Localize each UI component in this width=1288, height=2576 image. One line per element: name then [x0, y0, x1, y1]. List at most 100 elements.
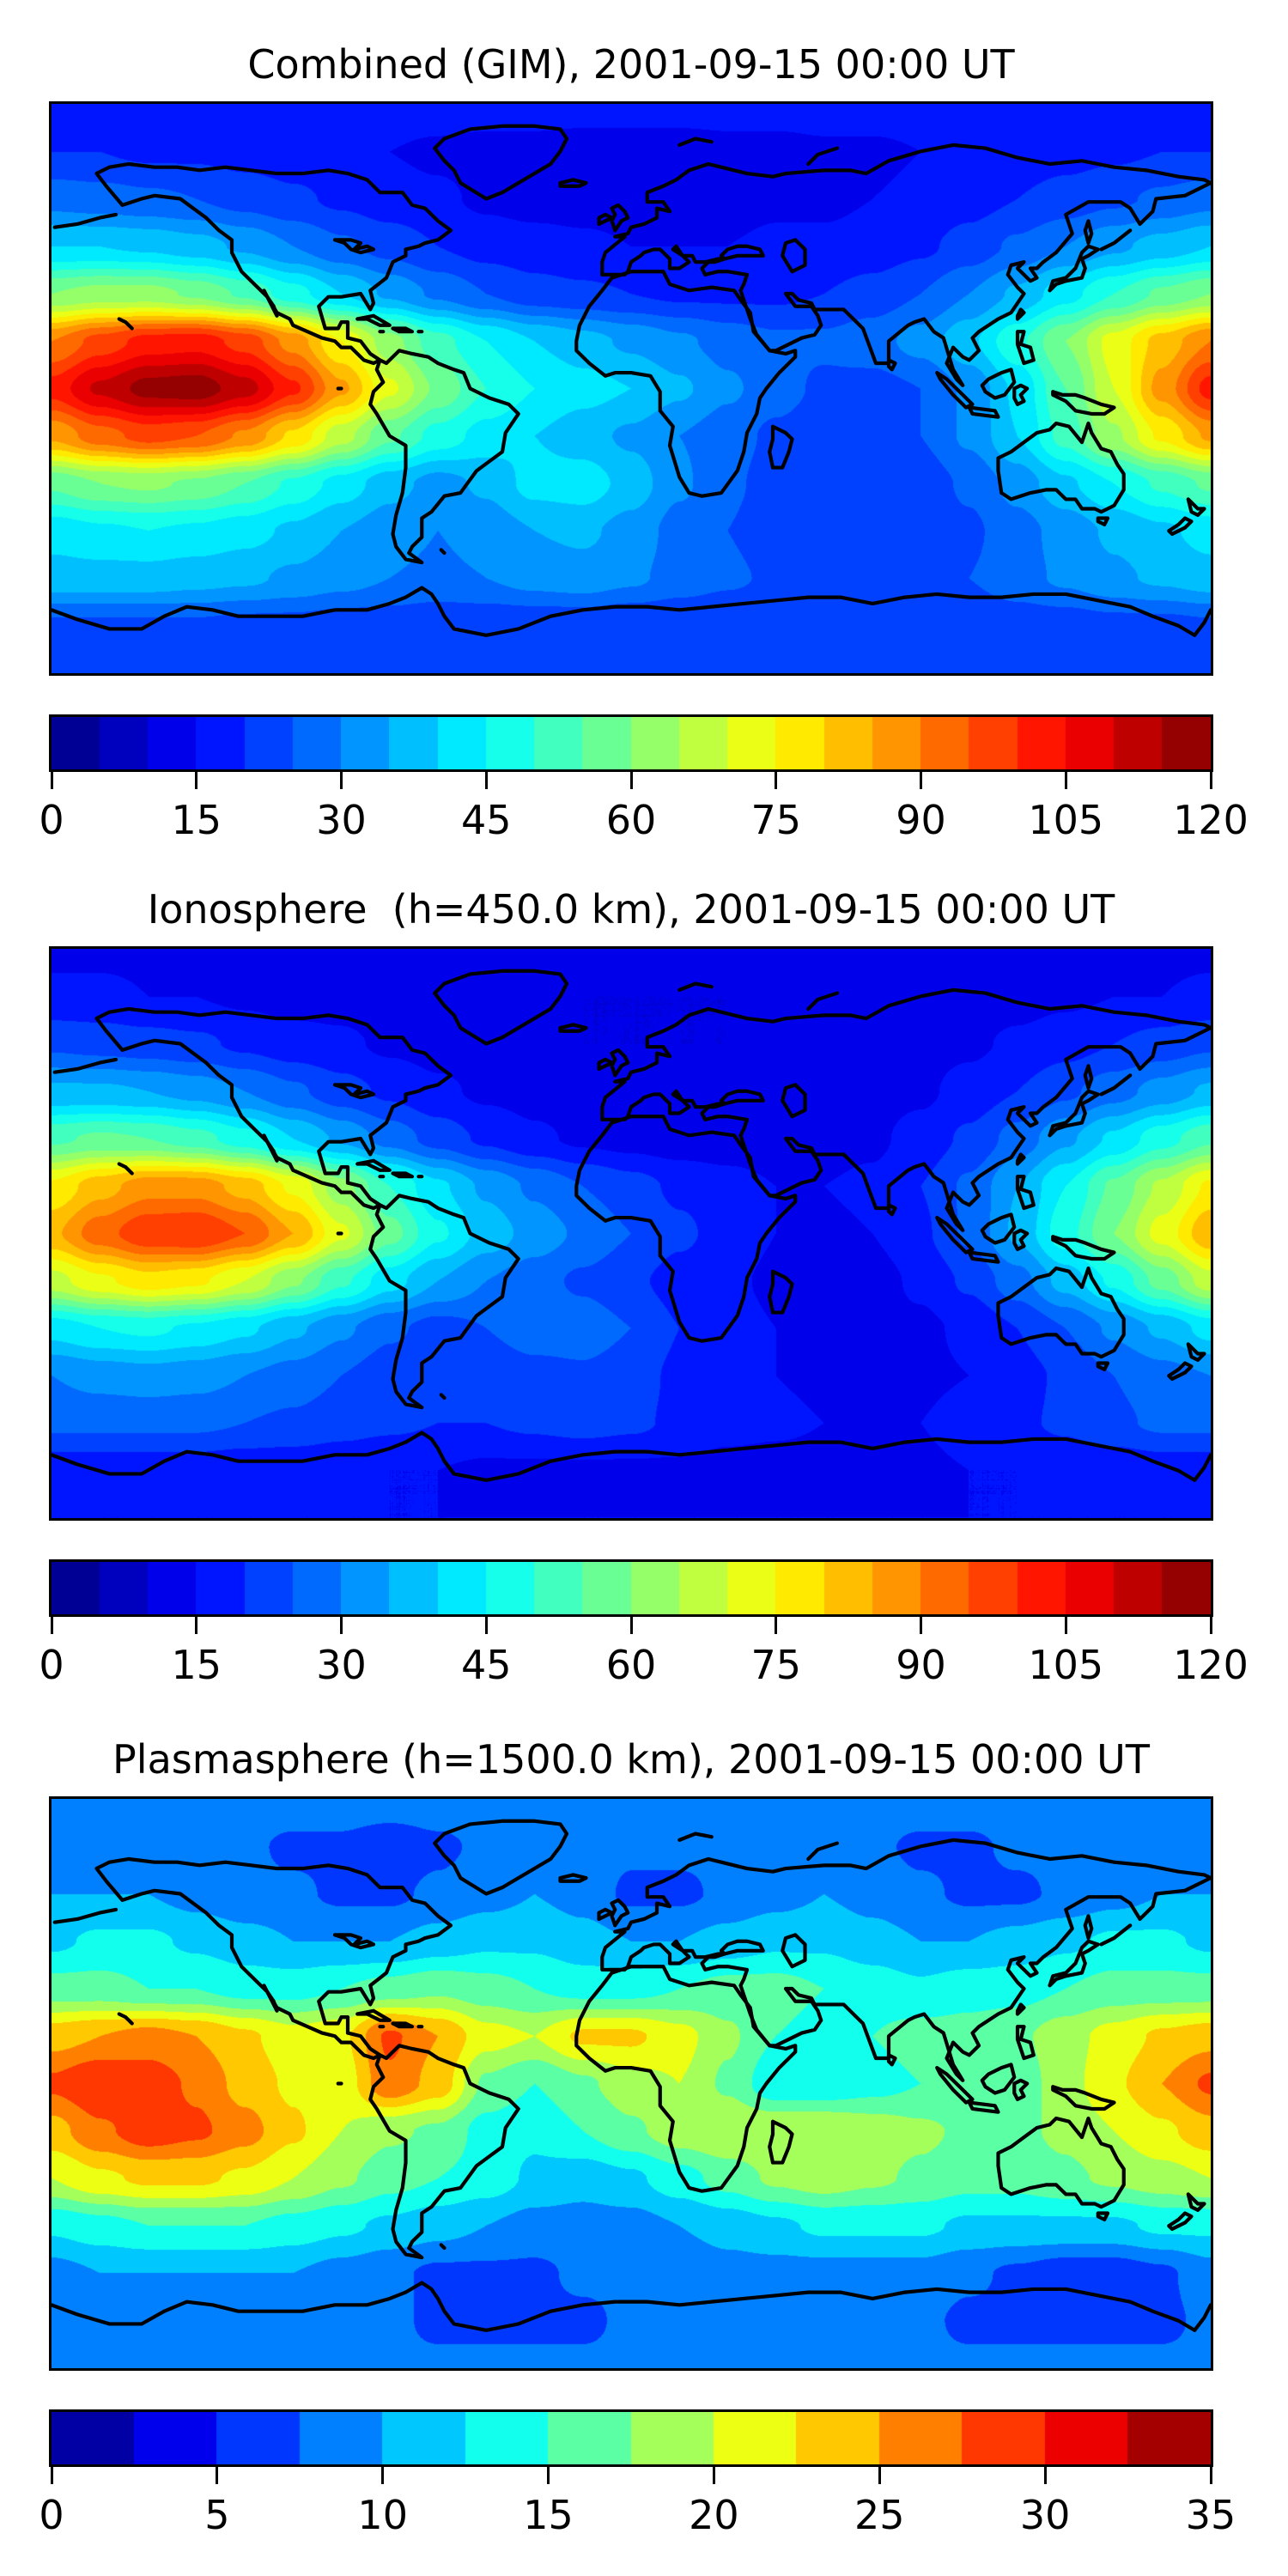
colorbar-ticks: 0 5 10 15 20 25 30 35	[39, 2490, 1236, 2543]
coastline-path	[264, 1985, 277, 2010]
coastline-path	[1050, 1941, 1098, 1986]
colorbar-ticks: 0 15 30 45 60 75 90 105 120	[39, 1640, 1249, 1693]
colorbar-tick-label: 15	[523, 2492, 574, 2538]
coastline-path	[808, 149, 837, 164]
coastline-path	[576, 1966, 795, 2191]
colorbar-tick	[547, 2467, 550, 2484]
colorbar-tick	[1043, 2467, 1047, 2484]
coastline-path	[1098, 1364, 1108, 1370]
coastline-path	[1102, 230, 1131, 249]
coastline-path	[55, 215, 116, 228]
colorbar-tick-label: 30	[316, 797, 367, 843]
coastline-path	[1098, 2214, 1108, 2220]
coastline-path	[599, 1910, 612, 1919]
colorbar-tick-label: 45	[460, 1642, 512, 1688]
colorbar-tick-label: 90	[896, 1642, 946, 1688]
coastline-path	[1018, 309, 1024, 319]
colorbar-canvas	[52, 2412, 1211, 2464]
coastline-path	[1050, 246, 1098, 291]
colorbar-tick-label: 30	[316, 1642, 367, 1688]
coastline-path	[599, 1060, 612, 1069]
coastline-path	[119, 319, 132, 328]
colorbar-tick-label: 5	[204, 2492, 230, 2538]
coastline-path	[721, 1941, 763, 1954]
coastline-path	[1018, 331, 1034, 363]
coastline-path	[721, 1091, 763, 1104]
coastline-path	[612, 205, 629, 230]
coastline-path	[982, 2064, 1015, 2093]
colorbar-tick	[1209, 772, 1212, 789]
coastlines-overlay	[52, 104, 1211, 673]
colorbar-tick	[340, 1617, 343, 1634]
coastline-path	[1014, 2081, 1027, 2099]
coastline-path	[441, 550, 445, 553]
coastline-path	[889, 360, 896, 369]
coastline-path	[561, 179, 586, 185]
colorbar-tick	[920, 772, 922, 789]
coastline-path	[393, 1174, 413, 1177]
coastline-path	[434, 126, 567, 199]
colorbar-tick-label: 35	[1185, 2492, 1236, 2538]
coastline-path	[393, 329, 413, 332]
coastline-path	[434, 1821, 567, 1894]
coastline-path	[602, 1840, 1211, 2081]
coastline-path	[1018, 1154, 1024, 1163]
coastline-path	[1188, 499, 1205, 514]
colorbar-tickmarks	[49, 1617, 1213, 1637]
coastline-path	[264, 1135, 277, 1160]
figure-title-combined-gim: Combined (GIM), 2001-09-15 00:00 UT	[247, 41, 1015, 88]
coastline-path	[1050, 1091, 1098, 1136]
colorbar-tick	[712, 2467, 715, 2484]
coastline-path	[782, 1935, 805, 1966]
coastline-path	[1018, 2004, 1024, 2014]
coastline-path	[679, 984, 712, 990]
coastline-path	[1085, 1916, 1092, 1938]
coastline-path	[769, 1272, 792, 1313]
coastline-path	[357, 1161, 390, 1170]
figure-combined-gim: Combined (GIM), 2001-09-15 00:00 UT 0 15 3…	[0, 41, 1288, 887]
colorbar-tick	[1209, 2467, 1212, 2484]
coastline-path	[335, 240, 374, 252]
coastline-path	[55, 1060, 116, 1072]
coastline-path	[561, 1024, 586, 1030]
colorbar-tick	[195, 772, 198, 789]
colorbar-tick	[50, 2467, 53, 2484]
coastline-path	[393, 2024, 413, 2027]
coastline-path	[1169, 519, 1191, 534]
colorbar-combined-gim	[49, 714, 1213, 772]
coastline-path	[441, 1394, 445, 1398]
coastline-path	[370, 1195, 519, 1407]
coastline-path	[969, 1253, 999, 1262]
coastline-path	[52, 1433, 1211, 1480]
coastline-path	[1085, 221, 1092, 243]
colorbar-tick	[775, 1617, 778, 1634]
figure-title-plasmasphere: Plasmasphere (h=1500.0 km), 2001-09-15 0…	[112, 1736, 1150, 1783]
figure-plasmasphere: Plasmasphere (h=1500.0 km), 2001-09-15 0…	[0, 1736, 1288, 2576]
colorbar-tick	[629, 772, 633, 789]
colorbar-tick-label: 60	[605, 1642, 657, 1688]
coastline-path	[55, 1910, 116, 1923]
coastline-path	[1188, 2194, 1205, 2209]
colorbar-tickmarks	[49, 2467, 1213, 2488]
coastline-path	[679, 1834, 712, 1840]
colorbar-tick-label: 30	[1019, 2492, 1071, 2538]
colorbar-tick-label: 0	[39, 2492, 64, 2538]
coastline-path	[782, 1084, 805, 1116]
colorbar-tick-label: 120	[1173, 797, 1249, 843]
colorbar-tick-label: 90	[896, 797, 946, 843]
coastline-path	[612, 1900, 629, 1925]
coastline-path	[97, 164, 452, 363]
coastlines-overlay	[52, 1799, 1211, 2368]
coastline-path	[1018, 1176, 1034, 1208]
colorbar-tick-label: 15	[171, 1642, 222, 1688]
colorbar-tick	[775, 772, 778, 789]
coastlines-overlay	[52, 949, 1211, 1518]
colorbar-ticks: 0 15 30 45 60 75 90 105 120	[39, 795, 1249, 848]
coastline-path	[602, 990, 1211, 1230]
coastline-path	[335, 1084, 374, 1097]
coastline-path	[357, 2011, 390, 2020]
coastline-path	[1188, 1344, 1205, 1359]
colorbar-tick	[216, 2467, 219, 2484]
coastline-path	[982, 369, 1015, 398]
